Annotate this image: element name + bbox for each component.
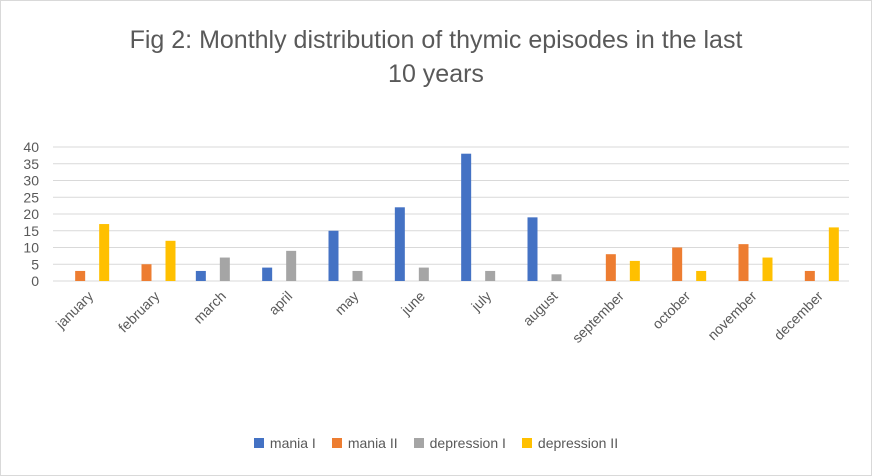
legend-swatch — [413, 438, 424, 448]
bar-depression-ii-november — [762, 257, 773, 281]
x-tick-label: july — [467, 288, 494, 315]
bar-mania-i-may — [328, 230, 339, 281]
legend-item: depression I — [413, 435, 506, 451]
x-tick-label: may — [332, 288, 362, 318]
bar-mania-ii-january — [75, 270, 86, 281]
bar-mania-ii-october — [672, 247, 683, 281]
bar-depression-i-june — [418, 267, 429, 281]
y-tick-label: 10 — [23, 240, 39, 256]
bar-mania-i-april — [262, 267, 273, 281]
bar-mania-ii-september — [605, 254, 616, 281]
x-tick-label: november — [704, 288, 760, 344]
bar-depression-i-july — [485, 270, 496, 281]
x-tick-label: august — [520, 288, 561, 329]
legend-swatch — [331, 438, 342, 448]
legend-swatch — [253, 438, 264, 448]
x-tick-label: october — [649, 288, 694, 333]
chart-title-line-1: Fig 2: Monthly distribution of thymic ep… — [129, 26, 743, 54]
x-tick-label: march — [190, 288, 229, 327]
y-tick-label: 25 — [23, 189, 39, 205]
x-tick-label: december — [771, 288, 827, 344]
bar-depression-i-april — [286, 250, 297, 281]
y-tick-label: 30 — [23, 173, 39, 189]
bar-mania-i-july — [461, 153, 472, 281]
legend-label: mania II — [347, 435, 398, 451]
bar-mania-ii-december — [804, 270, 815, 281]
bar-mania-ii-november — [738, 244, 749, 281]
chart-title: Fig 2: Monthly distribution of thymic ep… — [1, 23, 871, 91]
bar-depression-ii-january — [99, 224, 110, 281]
bar-depression-i-may — [352, 270, 363, 281]
chart-title-line-2: 10 years — [388, 60, 484, 88]
bar-mania-i-june — [394, 207, 405, 281]
bar-depression-i-august — [551, 274, 562, 281]
bar-depression-i-march — [219, 257, 230, 281]
legend-item: mania I — [253, 435, 316, 451]
y-tick-label: 5 — [31, 256, 39, 272]
bar-mania-i-march — [195, 270, 206, 281]
legend-swatch — [521, 438, 532, 448]
bar-depression-ii-december — [828, 227, 839, 281]
chart-legend: mania I mania II depression I depression II — [1, 435, 871, 451]
x-tick-label: february — [115, 288, 163, 336]
x-tick-label: september — [569, 288, 627, 346]
y-tick-label: 0 — [31, 273, 39, 289]
y-tick-label: 40 — [23, 139, 39, 155]
y-tick-label: 35 — [23, 156, 39, 172]
x-tick-label: june — [397, 288, 428, 319]
legend-item: mania II — [331, 435, 398, 451]
x-tick-label: april — [265, 288, 295, 318]
legend-item: depression II — [521, 435, 619, 451]
y-tick-label: 15 — [23, 223, 39, 239]
legend-label: depression II — [537, 435, 619, 451]
bar-mania-i-august — [527, 217, 538, 281]
bar-mania-ii-february — [141, 264, 152, 281]
bar-depression-ii-september — [629, 260, 640, 281]
bar-depression-ii-october — [696, 270, 707, 281]
legend-label: mania I — [269, 435, 316, 451]
legend-label: depression I — [429, 435, 506, 451]
y-tick-label: 20 — [23, 206, 39, 222]
bar-depression-ii-february — [165, 240, 176, 281]
x-tick-label: january — [52, 288, 96, 332]
